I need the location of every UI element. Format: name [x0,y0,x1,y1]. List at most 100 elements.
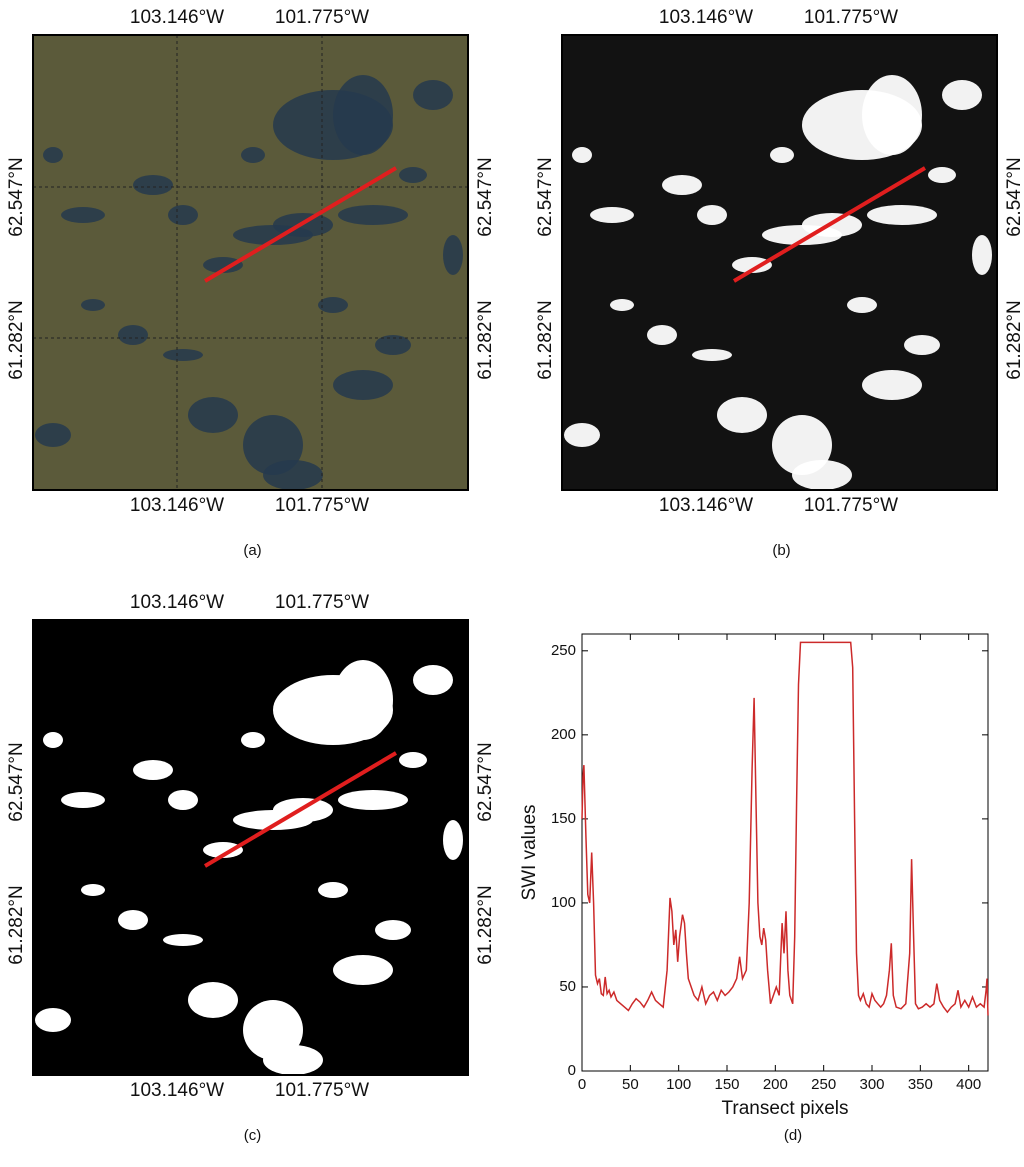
map-frame [32,34,469,491]
map-feature [572,147,592,163]
x-tick-label: 0 [578,1076,586,1093]
latitude-label: 62.547°N [6,742,27,821]
map-feature [928,167,956,183]
map-feature [118,325,148,345]
map-feature [443,235,463,275]
longitude-label: 103.146°W [130,495,224,516]
x-tick-label: 200 [763,1076,788,1093]
latitude-label: 62.547°N [475,157,496,236]
longitude-label: 103.146°W [130,7,224,28]
map-feature [862,75,922,155]
map-feature [375,335,411,355]
y-tick-label: 150 [551,810,576,827]
latitude-label: 62.547°N [1004,157,1024,236]
map-feature [867,205,937,225]
map-feature [243,1000,303,1060]
longitude-label: 101.775°W [275,7,369,28]
transect-line [203,166,398,283]
data-line [581,641,989,1016]
x-tick-label: 50 [622,1076,639,1093]
map-feature [399,167,427,183]
map-feature [770,147,794,163]
map-feature [862,370,922,400]
map-feature [647,325,677,345]
latitude-label: 61.282°N [475,300,496,379]
transect-line [732,166,927,283]
x-tick-label: 300 [859,1076,884,1093]
x-tick-label: 350 [908,1076,933,1093]
map-feature [662,175,702,195]
longitude-label: 101.775°W [275,1080,369,1101]
map-feature [163,349,203,361]
map-feature [610,299,634,311]
panel-caption: (b) [772,542,790,559]
map-feature [904,335,940,355]
latitude-label: 61.282°N [475,885,496,964]
x-tick-label: 250 [811,1076,836,1093]
map-feature [263,1045,323,1075]
map-feature [443,820,463,860]
map-feature [333,370,393,400]
x-tick-label: 150 [714,1076,739,1093]
panel-caption: (a) [243,542,261,559]
longitude-label: 101.775°W [804,7,898,28]
map-image [33,35,468,490]
map-feature [35,423,71,447]
y-tick-label: 200 [551,726,576,743]
map-feature [61,792,105,808]
map-feature [792,460,852,490]
map-frame [561,34,998,491]
y-tick-label: 100 [551,894,576,911]
map-feature [564,423,600,447]
longitude-label: 101.775°W [275,495,369,516]
map-feature [399,752,427,768]
latitude-label: 62.547°N [535,157,556,236]
map-feature [338,205,408,225]
map-feature [203,257,243,273]
map-feature [241,732,265,748]
map-feature [168,205,198,225]
longitude-label: 103.146°W [130,1080,224,1101]
map-feature [118,910,148,930]
map-feature [133,760,173,780]
map-feature [188,397,238,433]
map-feature [942,80,982,110]
y-tick-label: 0 [568,1062,576,1079]
y-tick-label: 250 [551,642,576,659]
map-feature [188,982,238,1018]
longitude-label: 103.146°W [659,7,753,28]
latitude-label: 61.282°N [535,300,556,379]
longitude-label: 101.775°W [804,495,898,516]
map-feature [241,147,265,163]
map-panel: 103.146°W 103.146°W 101.775°W 101.775°W 62.5… [535,7,1024,559]
longitude-label: 101.775°W [275,592,369,613]
latitude-label: 61.282°N [6,885,27,964]
map-feature [35,1008,71,1032]
y-axis-label: SWI values [519,804,540,900]
map-feature [375,920,411,940]
map-feature [697,205,727,225]
map-feature [61,207,105,223]
map-feature [43,732,63,748]
panel-caption: (d) [784,1127,802,1144]
map-feature [333,660,393,740]
map-feature [133,175,173,195]
map-feature [163,934,203,946]
plot-area [581,633,989,1072]
map-feature [590,207,634,223]
map-feature [717,397,767,433]
map-feature [203,842,243,858]
map-feature [333,75,393,155]
map-feature [338,790,408,810]
map-feature [81,884,105,896]
x-axis-label: Transect pixels [721,1098,848,1119]
map-image [33,620,468,1075]
map-feature [413,80,453,110]
map-feature [413,665,453,695]
latitude-label: 61.282°N [1004,300,1024,379]
map-feature [692,349,732,361]
map-feature [81,299,105,311]
map-feature [972,235,992,275]
panel-caption: (c) [244,1127,262,1144]
